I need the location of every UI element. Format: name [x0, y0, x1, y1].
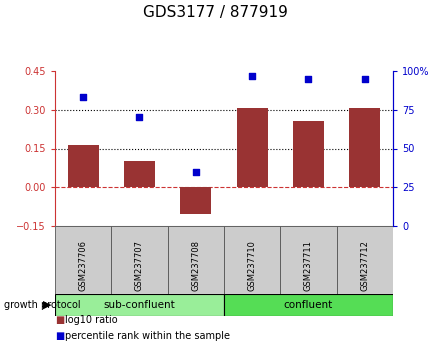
Bar [224, 226, 280, 294]
Point [248, 73, 255, 79]
Text: GSM237711: GSM237711 [303, 240, 312, 291]
Point [304, 76, 311, 81]
Text: GSM237708: GSM237708 [191, 240, 200, 291]
Bar [349, 108, 379, 187]
Bar [111, 226, 167, 294]
Text: percentile rank within the sample: percentile rank within the sample [65, 331, 230, 341]
Point [360, 76, 367, 81]
Bar [224, 294, 392, 316]
Point [80, 95, 86, 100]
Bar [167, 226, 224, 294]
Point [192, 169, 199, 175]
Bar [55, 294, 224, 316]
Bar [292, 121, 323, 187]
Bar [180, 187, 211, 215]
Text: GSM237707: GSM237707 [135, 240, 144, 291]
Text: confluent: confluent [283, 300, 332, 310]
Text: ■: ■ [55, 315, 64, 325]
Bar [68, 145, 98, 187]
Bar [55, 226, 111, 294]
Text: ▶: ▶ [43, 300, 51, 310]
Text: GSM237710: GSM237710 [247, 240, 256, 291]
Text: growth protocol: growth protocol [4, 300, 81, 310]
Text: GDS3177 / 877919: GDS3177 / 877919 [143, 5, 287, 20]
Text: GSM237706: GSM237706 [79, 240, 87, 291]
Bar [280, 226, 336, 294]
Text: log10 ratio: log10 ratio [65, 315, 117, 325]
Bar [336, 226, 392, 294]
Text: GSM237712: GSM237712 [359, 240, 369, 291]
Point [136, 115, 143, 120]
Bar [124, 161, 155, 187]
Text: ■: ■ [55, 331, 64, 341]
Bar [236, 108, 267, 187]
Text: sub-confluent: sub-confluent [103, 300, 175, 310]
